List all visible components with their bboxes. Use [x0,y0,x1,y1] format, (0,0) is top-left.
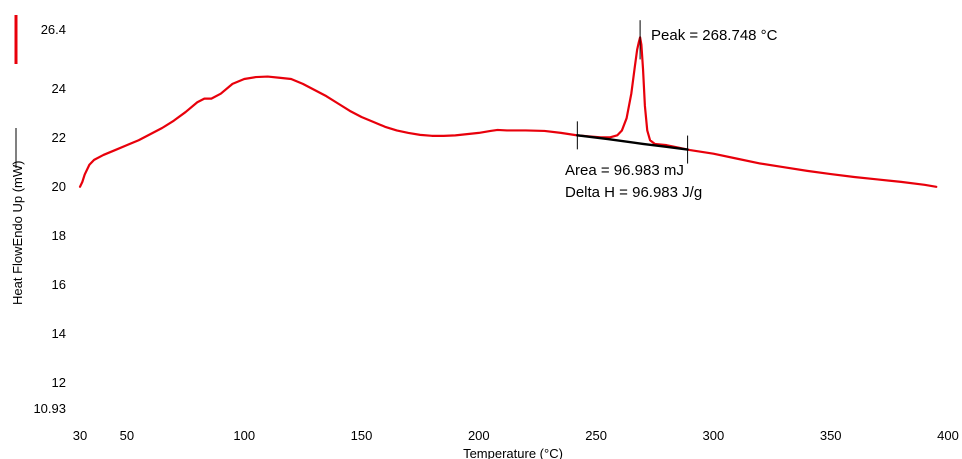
x-tick-labels: 30 50 100 150 200 250 300 350 400 [73,428,959,443]
x-tick-label-300: 300 [703,428,725,443]
x-tick-label-50: 50 [120,428,134,443]
x-tick-label-200: 200 [468,428,490,443]
x-tick-label-150: 150 [351,428,373,443]
y-tick-label-12: 12 [52,375,66,390]
y-tick-label-20: 20 [52,179,66,194]
x-tick-label-30: 30 [73,428,87,443]
y-tick-label-14: 14 [52,326,66,341]
x-axis-title: Temperature (°C) [463,446,563,459]
y-tick-labels: 10.93 12 14 16 18 20 22 24 26.4 [33,22,66,416]
y-tick-label-18: 18 [52,228,66,243]
x-tick-label-250: 250 [585,428,607,443]
x-tick-label-100: 100 [233,428,255,443]
y-tick-label-26-4: 26.4 [41,22,66,37]
marker-layer [576,20,689,164]
y-tick-label-16: 16 [52,277,66,292]
series-layer [78,36,938,188]
heat-flow-curve [78,36,938,188]
x-tick-label-400: 400 [937,428,959,443]
peak-annotation: Peak = 268.748 °C [651,27,778,44]
delta-h-annotation: Delta H = 96.983 J/g [565,184,702,201]
y-tick-label-10-93: 10.93 [33,401,66,416]
x-tick-label-350: 350 [820,428,842,443]
y-tick-label-22: 22 [52,130,66,145]
y-axis-title: Heat FlowEndo Up (mW) [10,161,25,305]
area-annotation: Area = 96.983 mJ [565,162,684,179]
y-tick-label-24: 24 [52,81,66,96]
baseline-curve [576,134,689,151]
